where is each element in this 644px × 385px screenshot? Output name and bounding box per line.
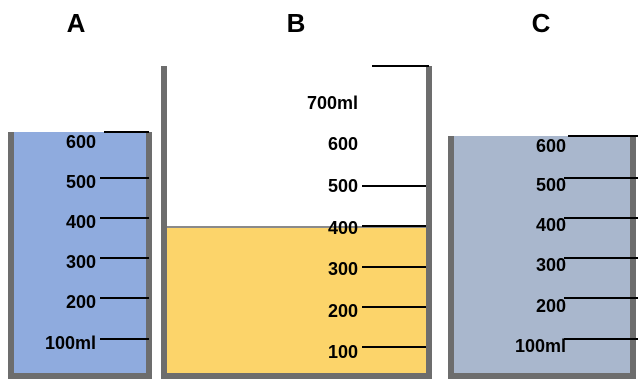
container-c-scale-label: 500 [536, 175, 566, 195]
container-c-scale-label: 300 [536, 255, 566, 275]
container-b-scale-label: 600 [328, 134, 358, 154]
container-c-scale-label: 400 [536, 215, 566, 235]
container-a-scale-label: 200 [66, 292, 96, 312]
container-a-liquid [11, 132, 149, 376]
container-a: A 600 500 400 300 200 100ml [8, 8, 152, 379]
container-c-liquid [451, 136, 633, 376]
container-b-liquid [164, 227, 429, 376]
container-c-label: C [532, 8, 551, 38]
container-b-scale-label: 500 [328, 176, 358, 196]
container-a-scale-label: 100ml [45, 333, 96, 353]
container-a-label: A [67, 8, 86, 38]
container-c-scale-label: 100ml [515, 336, 566, 356]
container-c: C 600 500 400 300 200 100ml [448, 8, 638, 379]
container-c-wall [448, 136, 636, 379]
container-c-scale-label: 600 [536, 136, 566, 156]
container-a-scale-label: 500 [66, 172, 96, 192]
container-b-scale-label: 300 [328, 259, 358, 279]
container-c-scale-label: 200 [536, 296, 566, 316]
container-b-wall [161, 66, 432, 379]
container-b-scale-label: 200 [328, 301, 358, 321]
container-b: B 700ml 600 500 400 300 200 100 [161, 8, 432, 379]
container-a-scale-label: 300 [66, 252, 96, 272]
container-a-scale-label: 400 [66, 212, 96, 232]
container-b-scale-label: 700ml [307, 93, 358, 113]
container-b-scale-label: 100 [328, 342, 358, 362]
container-b-scale-label: 400 [328, 218, 358, 238]
container-b-label: B [287, 8, 306, 38]
container-a-scale-label: 600 [66, 132, 96, 152]
container-a-wall [8, 132, 152, 379]
